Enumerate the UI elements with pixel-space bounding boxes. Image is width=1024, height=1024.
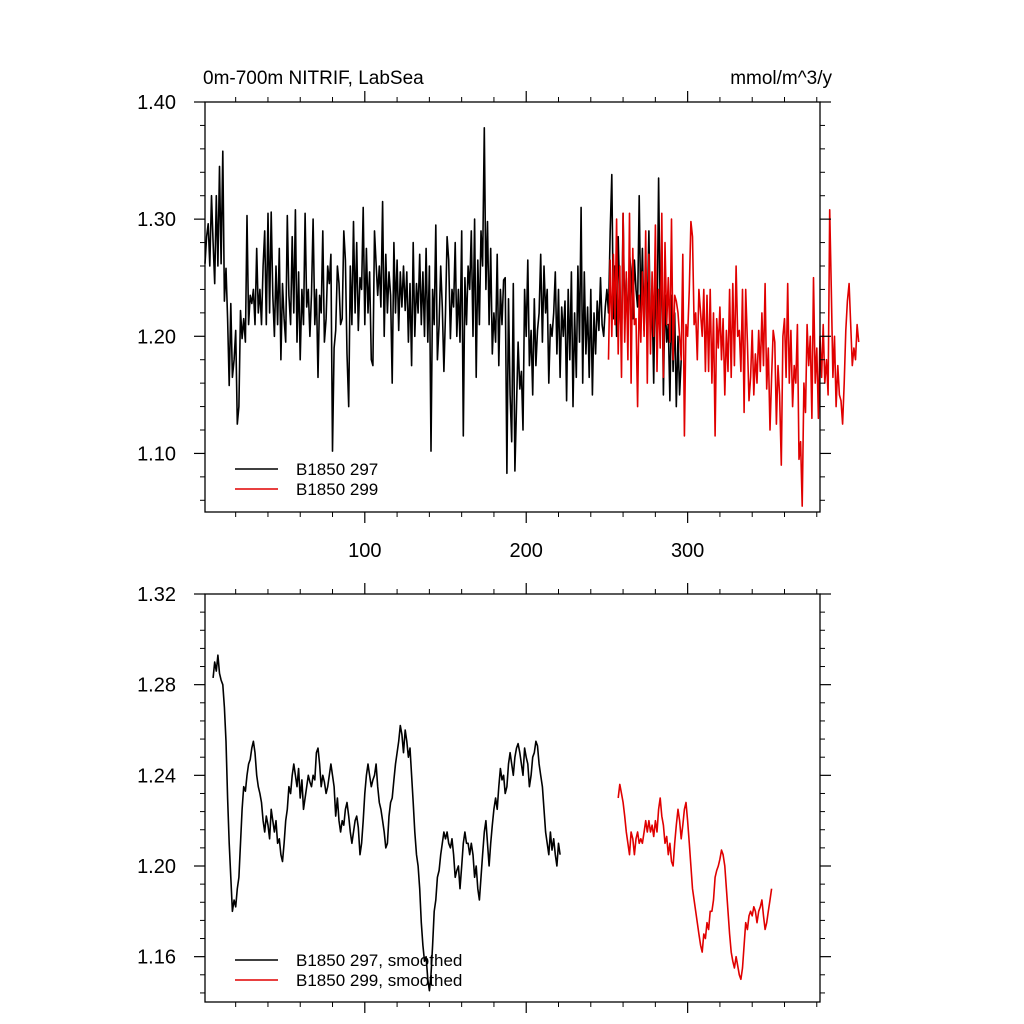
y-tick-label: 1.16 [137,947,176,969]
y-tick-label: 1.20 [137,856,176,878]
series-line-2 [607,209,860,507]
y-tick-label: 1.28 [137,675,176,697]
legend-label: B1850 299, smoothed [296,971,462,990]
plot-frame [204,101,821,513]
series-line-2 [617,783,773,981]
chart-bottom: 1.16 1.20 1.24 1.28 1.32 B1850 297, smoothed… [137,583,831,1013]
series-line-1 [212,654,561,992]
legend-label: B1850 297, smoothed [296,951,462,970]
legend-label: B1850 297 [296,460,378,479]
y-tick-label: 1.40 [137,92,176,114]
y-tick-label: 1.20 [137,326,176,348]
y-tick-label: 1.10 [137,443,176,465]
series-layer [204,127,860,507]
tick-layer: 1.16 1.20 1.24 1.28 1.32 [137,583,831,1013]
y-tick-label: 1.30 [137,209,176,231]
tick-layer: 100 200 300 1.10 1.20 1.30 1.40 [137,91,831,562]
series-line-1 [204,127,682,475]
plot-frame [204,593,821,1003]
chart-top: 0m-700m NITRIF, LabSea mmol/m^3/y 100 200… [137,68,860,562]
y-tick-label: 1.24 [137,765,176,787]
x-tick-label: 200 [510,540,543,562]
x-tick-label: 100 [348,540,381,562]
chart-title: 0m-700m NITRIF, LabSea [203,68,424,89]
units-label: mmol/m^3/y [730,68,832,89]
series-layer [212,654,773,992]
y-tick-label: 1.32 [137,584,176,606]
legend-label: B1850 299 [296,480,378,499]
x-tick-label: 300 [671,540,704,562]
